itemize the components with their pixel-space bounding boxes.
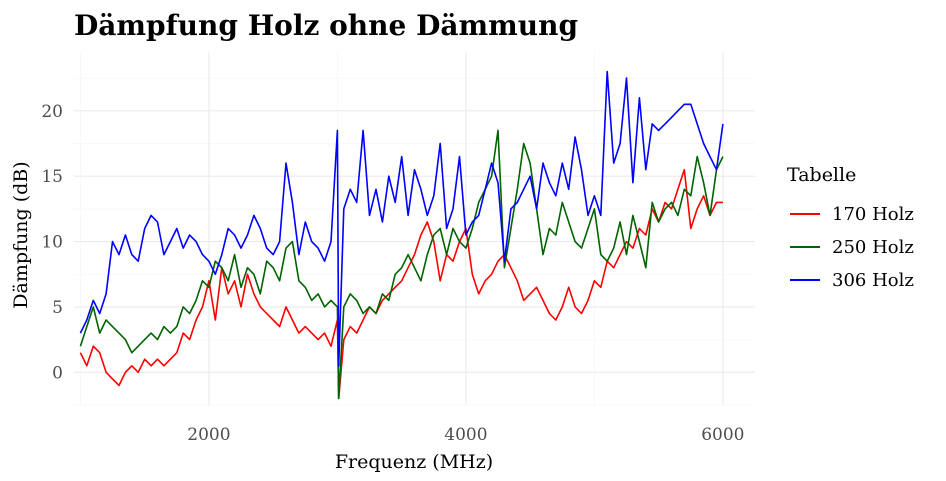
series-line-306-holz xyxy=(79,70,724,367)
y-tick-label: 15 xyxy=(41,167,63,187)
chart-title: Dämpfung Holz ohne Dämmung xyxy=(74,9,578,42)
legend-label-170-holz: 170 Holz xyxy=(832,204,914,225)
legend-label-250-holz: 250 Holz xyxy=(832,237,914,258)
y-tick-label: 0 xyxy=(52,363,63,383)
x-tick-label: 6000 xyxy=(701,425,744,445)
y-tick-label: 5 xyxy=(52,298,63,318)
legend-label-306-holz: 306 Holz xyxy=(832,270,914,291)
y-tick-label: 20 xyxy=(41,102,63,122)
series-line-170-holz xyxy=(79,168,723,400)
x-axis-ticks: 2000 4000 6000 xyxy=(187,425,744,445)
major-gridlines xyxy=(74,52,755,405)
legend-items: 170 Holz 250 Holz 306 Holz xyxy=(790,204,914,291)
y-tick-label: 10 xyxy=(41,233,63,253)
series-line-250-holz xyxy=(79,129,724,400)
x-tick-label: 4000 xyxy=(444,425,487,445)
series-lines xyxy=(79,70,724,400)
x-tick-label: 2000 xyxy=(187,425,230,445)
x-axis-label: Frequenz (MHz) xyxy=(335,451,493,473)
y-axis-ticks: 0 5 10 15 20 xyxy=(41,102,63,383)
legend-title: Tabelle xyxy=(787,164,856,186)
legend: Tabelle 170 Holz 250 Holz 306 Holz xyxy=(787,164,914,291)
y-axis-label: Dämpfung (dB) xyxy=(10,161,32,308)
